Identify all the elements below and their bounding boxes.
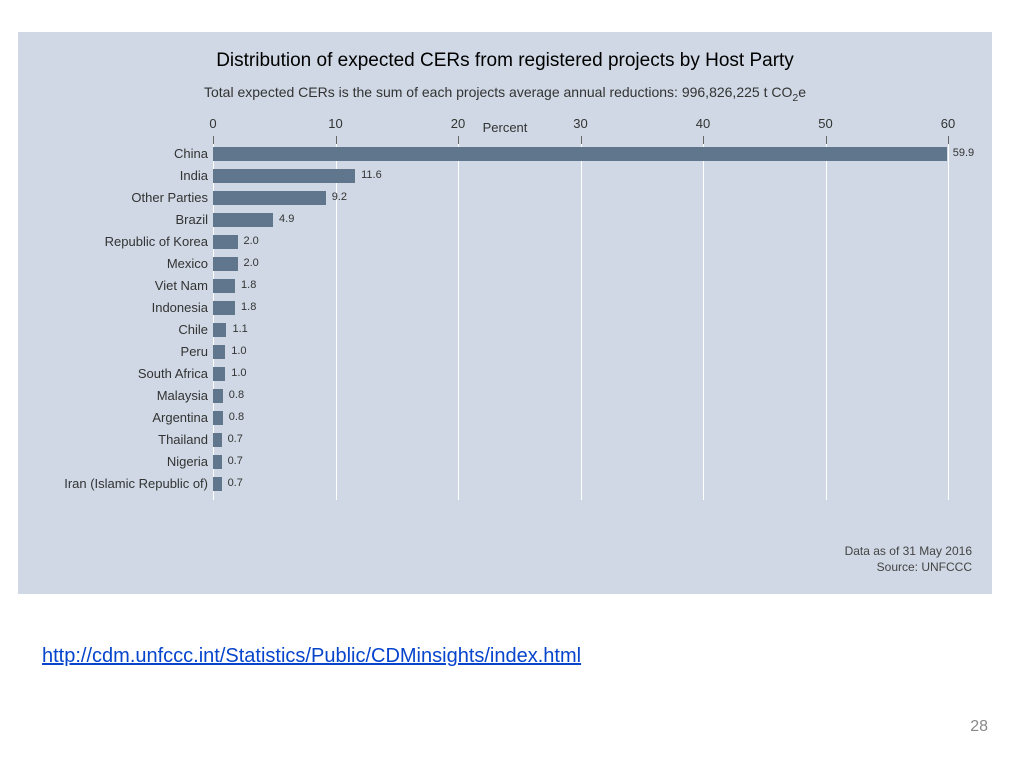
bar — [213, 301, 235, 315]
category-label: Viet Nam — [155, 278, 208, 293]
bar — [213, 411, 223, 425]
bar-row: Mexico2.0 — [213, 254, 948, 276]
bar-row: Chile1.1 — [213, 320, 948, 342]
bar-value-label: 59.9 — [953, 147, 974, 159]
x-tick — [336, 136, 337, 144]
bar-row: Thailand0.7 — [213, 430, 948, 452]
bar — [213, 191, 326, 205]
category-label: Iran (Islamic Republic of) — [64, 476, 208, 491]
page-number: 28 — [970, 718, 988, 736]
bar-value-label: 1.8 — [241, 279, 256, 291]
x-tick — [826, 136, 827, 144]
bar-row: Brazil4.9 — [213, 210, 948, 232]
bar — [213, 169, 355, 183]
category-label: Brazil — [175, 212, 208, 227]
bar-row: South Africa1.0 — [213, 364, 948, 386]
chart-plot-area: 0102030405060China59.9India11.6Other Par… — [213, 140, 948, 500]
bar — [213, 455, 222, 469]
category-label: Thailand — [158, 432, 208, 447]
slide: Distribution of expected CERs from regis… — [0, 0, 1024, 768]
bar-row: Iran (Islamic Republic of)0.7 — [213, 474, 948, 496]
category-label: Chile — [178, 322, 208, 337]
bar-row: Viet Nam1.8 — [213, 276, 948, 298]
bar-value-label: 0.8 — [229, 389, 244, 401]
bar — [213, 433, 222, 447]
source-link[interactable]: http://cdm.unfccc.int/Statistics/Public/… — [42, 645, 581, 668]
bar-row: Nigeria0.7 — [213, 452, 948, 474]
category-label: Mexico — [167, 256, 208, 271]
source-link-anchor[interactable]: http://cdm.unfccc.int/Statistics/Public/… — [42, 645, 581, 667]
bar-row: Argentina0.8 — [213, 408, 948, 430]
bar-value-label: 0.7 — [228, 477, 243, 489]
x-axis-title: Percent — [18, 120, 992, 135]
bar-value-label: 11.6 — [361, 169, 382, 181]
gridline — [948, 140, 949, 500]
bar-row: Malaysia0.8 — [213, 386, 948, 408]
bar-value-label: 1.0 — [231, 345, 246, 357]
bar — [213, 389, 223, 403]
category-label: China — [174, 146, 208, 161]
x-tick — [703, 136, 704, 144]
bar — [213, 477, 222, 491]
bar — [213, 213, 273, 227]
category-label: India — [180, 168, 208, 183]
category-label: Nigeria — [167, 454, 208, 469]
category-label: Malaysia — [157, 388, 208, 403]
chart-footnote-date: Data as of 31 May 2016 — [845, 544, 972, 558]
bar-row: Other Parties9.2 — [213, 188, 948, 210]
bar-value-label: 0.8 — [229, 411, 244, 423]
category-label: Argentina — [152, 410, 208, 425]
bar-value-label: 9.2 — [332, 191, 347, 203]
bar-value-label: 1.1 — [232, 323, 247, 335]
bar — [213, 147, 947, 161]
bar-value-label: 0.7 — [228, 455, 243, 467]
bar-value-label: 4.9 — [279, 213, 294, 225]
bar — [213, 323, 226, 337]
bar — [213, 257, 238, 271]
x-tick-label: 50 — [818, 116, 832, 131]
bar-value-label: 1.8 — [241, 301, 256, 313]
x-tick — [948, 136, 949, 144]
x-tick-label: 60 — [941, 116, 955, 131]
x-tick — [213, 136, 214, 144]
bar-value-label: 0.7 — [228, 433, 243, 445]
bar-row: Republic of Korea2.0 — [213, 232, 948, 254]
bar — [213, 279, 235, 293]
bar — [213, 235, 238, 249]
x-tick — [458, 136, 459, 144]
chart-footnote-source: Source: UNFCCC — [877, 560, 972, 574]
bar — [213, 345, 225, 359]
x-tick-label: 30 — [573, 116, 587, 131]
category-label: Other Parties — [131, 190, 208, 205]
bar-row: India11.6 — [213, 166, 948, 188]
x-tick-label: 10 — [328, 116, 342, 131]
category-label: Peru — [181, 344, 208, 359]
bar-row: Peru1.0 — [213, 342, 948, 364]
chart-panel: Distribution of expected CERs from regis… — [18, 32, 992, 594]
bar-row: China59.9 — [213, 144, 948, 166]
category-label: Indonesia — [152, 300, 208, 315]
category-label: Republic of Korea — [105, 234, 208, 249]
bar-row: Indonesia1.8 — [213, 298, 948, 320]
bar-value-label: 2.0 — [244, 235, 259, 247]
x-tick-label: 0 — [209, 116, 216, 131]
x-tick — [581, 136, 582, 144]
x-tick-label: 40 — [696, 116, 710, 131]
bar-value-label: 1.0 — [231, 367, 246, 379]
bar — [213, 367, 225, 381]
chart-title: Distribution of expected CERs from regis… — [18, 32, 992, 72]
chart-subtitle: Total expected CERs is the sum of each p… — [18, 84, 992, 104]
bar-value-label: 2.0 — [244, 257, 259, 269]
category-label: South Africa — [138, 366, 208, 381]
x-tick-label: 20 — [451, 116, 465, 131]
